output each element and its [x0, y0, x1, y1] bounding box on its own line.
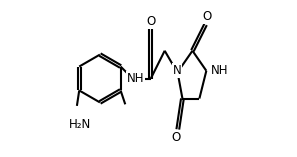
Text: NH: NH — [211, 64, 228, 77]
Text: N: N — [173, 64, 181, 77]
Text: NH: NH — [127, 72, 144, 85]
Text: N: N — [173, 64, 181, 77]
Text: O: O — [203, 10, 212, 23]
Text: O: O — [146, 15, 155, 28]
Text: O: O — [172, 131, 181, 144]
Text: H₂N: H₂N — [69, 118, 91, 131]
